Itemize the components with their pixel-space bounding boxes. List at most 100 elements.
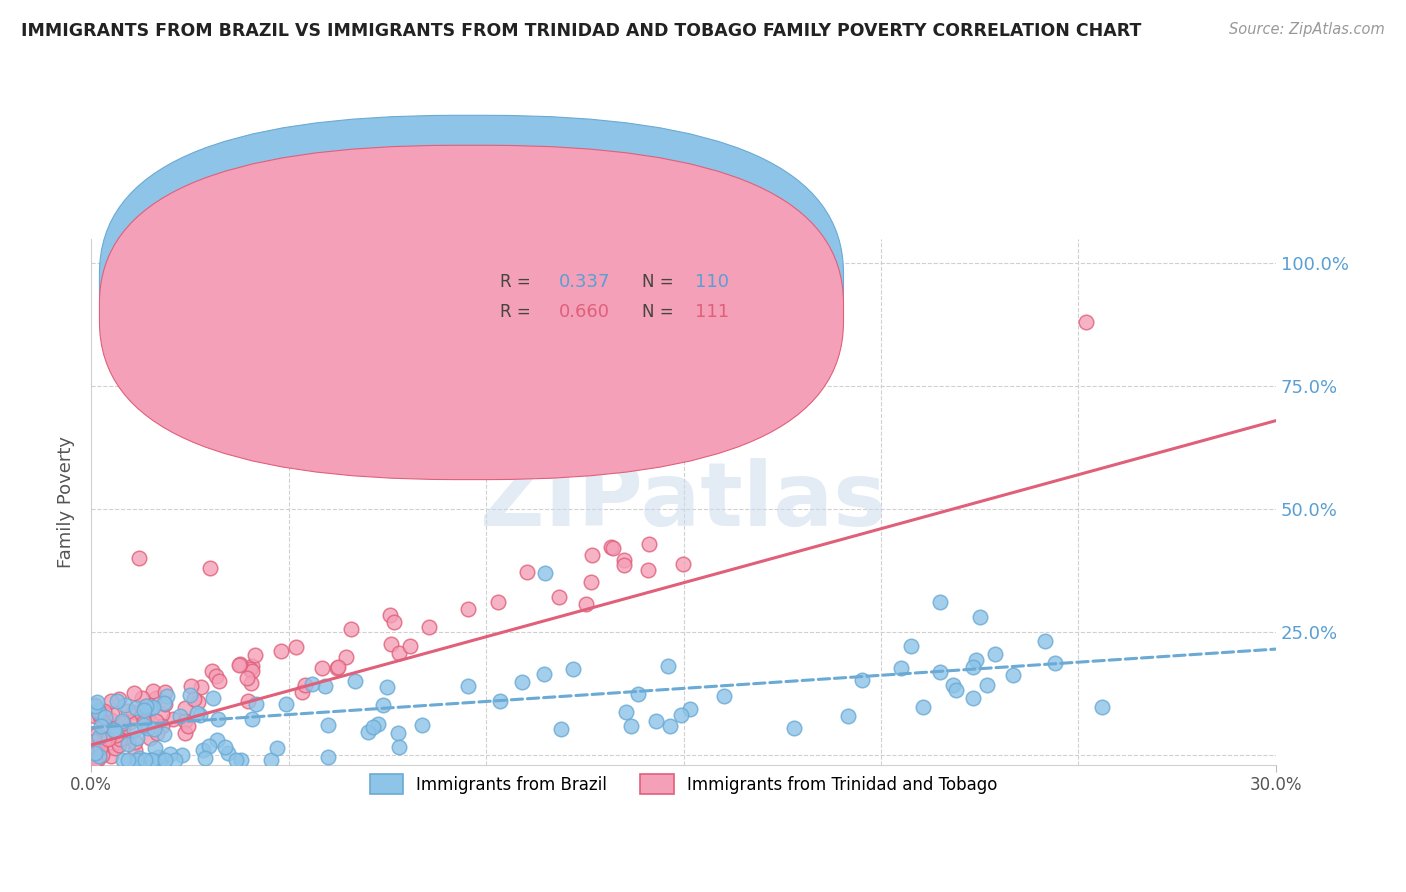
- Point: [150, 706, 173, 721]
- Point: [117, 737, 139, 751]
- Point: [87, 706, 110, 720]
- Point: [600, 540, 623, 554]
- Point: [180, 679, 202, 693]
- Point: [575, 598, 598, 612]
- Point: [141, 753, 163, 767]
- Point: [197, 739, 219, 753]
- Point: [837, 708, 859, 723]
- Point: [229, 657, 252, 671]
- Point: [942, 678, 965, 692]
- Point: [965, 653, 987, 667]
- Point: [135, 711, 157, 725]
- Point: [207, 712, 229, 726]
- Point: [103, 723, 125, 737]
- Point: [117, 753, 139, 767]
- Point: [93, 732, 115, 747]
- Point: [679, 702, 702, 716]
- Point: [193, 751, 215, 765]
- Point: [112, 731, 135, 745]
- Point: [107, 735, 129, 749]
- Point: [489, 694, 512, 708]
- Point: [457, 602, 479, 616]
- Point: [228, 658, 250, 673]
- Point: [132, 717, 155, 731]
- Point: [534, 566, 557, 580]
- Point: [104, 724, 127, 739]
- Point: [388, 739, 411, 754]
- Point: [87, 748, 110, 763]
- Point: [969, 610, 991, 624]
- Point: [316, 718, 339, 732]
- Point: [108, 732, 131, 747]
- Point: [128, 551, 150, 566]
- Point: [294, 678, 316, 692]
- Point: [108, 738, 131, 752]
- Point: [205, 733, 228, 747]
- Point: [198, 561, 221, 575]
- Point: [122, 723, 145, 738]
- Point: [187, 695, 209, 709]
- Point: [170, 748, 193, 763]
- Point: [100, 694, 122, 708]
- Point: [890, 661, 912, 675]
- Point: [118, 715, 141, 730]
- Point: [1091, 699, 1114, 714]
- Text: N =: N =: [643, 303, 679, 321]
- Point: [193, 743, 215, 757]
- Point: [145, 714, 167, 728]
- Text: 0.660: 0.660: [560, 303, 610, 321]
- Point: [90, 719, 112, 733]
- Point: [153, 727, 176, 741]
- Point: [783, 721, 806, 735]
- Point: [533, 667, 555, 681]
- Point: [131, 691, 153, 706]
- Point: [387, 726, 409, 740]
- Point: [127, 753, 149, 767]
- Point: [284, 640, 307, 654]
- Point: [1033, 633, 1056, 648]
- Point: [124, 734, 146, 748]
- Point: [962, 690, 984, 705]
- Point: [457, 679, 479, 693]
- Point: [117, 704, 139, 718]
- Point: [165, 753, 187, 767]
- Point: [108, 691, 131, 706]
- Point: [183, 692, 205, 706]
- Point: [550, 722, 572, 736]
- Point: [84, 698, 107, 713]
- Point: [84, 708, 107, 723]
- Point: [112, 721, 135, 735]
- Point: [311, 660, 333, 674]
- Point: [84, 741, 107, 756]
- Point: [136, 721, 159, 735]
- Point: [84, 753, 107, 767]
- Point: [486, 595, 509, 609]
- Point: [91, 747, 114, 762]
- Point: [239, 676, 262, 690]
- Point: [149, 753, 172, 767]
- Point: [100, 748, 122, 763]
- Text: 110: 110: [696, 274, 730, 292]
- Point: [225, 753, 247, 767]
- Point: [510, 675, 533, 690]
- Point: [945, 683, 967, 698]
- Point: [132, 703, 155, 717]
- Point: [87, 731, 110, 745]
- Point: [671, 708, 693, 723]
- Point: [111, 714, 134, 728]
- Point: [851, 673, 873, 687]
- Point: [100, 713, 122, 727]
- Point: [614, 705, 637, 719]
- Point: [87, 703, 110, 717]
- Text: N =: N =: [643, 274, 679, 292]
- Text: ZIPatlas: ZIPatlas: [481, 458, 887, 545]
- Point: [645, 714, 668, 728]
- Point: [174, 700, 197, 714]
- Point: [146, 750, 169, 764]
- Point: [153, 685, 176, 699]
- Point: [145, 690, 167, 705]
- Point: [153, 697, 176, 711]
- Point: [153, 753, 176, 767]
- Point: [548, 590, 571, 604]
- Point: [148, 753, 170, 767]
